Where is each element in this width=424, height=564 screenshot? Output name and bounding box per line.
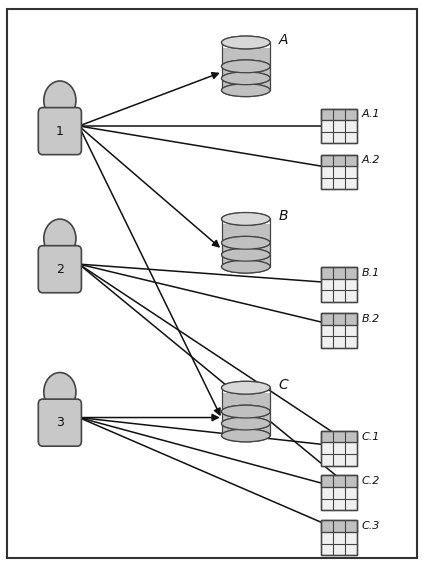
Bar (321, 109, 357, 120)
Bar (321, 109, 357, 143)
Ellipse shape (221, 36, 270, 49)
Ellipse shape (221, 213, 270, 225)
Circle shape (44, 219, 76, 258)
Ellipse shape (221, 260, 270, 273)
Text: A: A (279, 33, 288, 47)
Ellipse shape (221, 72, 270, 85)
Ellipse shape (221, 248, 270, 261)
Bar (221, 255, 270, 267)
Text: B.1: B.1 (362, 268, 380, 278)
Text: B.2: B.2 (362, 314, 380, 324)
Bar (321, 431, 357, 466)
Bar (221, 48, 270, 90)
Ellipse shape (221, 248, 270, 261)
Ellipse shape (221, 213, 270, 225)
Bar (321, 475, 357, 510)
Ellipse shape (221, 84, 270, 96)
FancyBboxPatch shape (38, 399, 81, 446)
Text: A.1: A.1 (362, 109, 380, 120)
Text: B: B (279, 209, 288, 223)
Ellipse shape (221, 60, 270, 73)
Text: C.1: C.1 (362, 431, 380, 442)
Ellipse shape (221, 236, 270, 249)
Ellipse shape (221, 429, 270, 442)
Bar (321, 267, 357, 302)
Bar (221, 67, 270, 78)
Bar (221, 424, 270, 435)
Circle shape (44, 373, 76, 411)
Text: 2: 2 (56, 263, 64, 276)
Ellipse shape (221, 405, 270, 418)
Ellipse shape (221, 260, 270, 273)
Bar (321, 521, 357, 532)
Ellipse shape (221, 60, 270, 73)
Bar (321, 521, 357, 555)
Circle shape (44, 81, 76, 120)
Bar (321, 313, 357, 348)
Text: 1: 1 (56, 125, 64, 138)
Bar (321, 521, 357, 555)
Ellipse shape (221, 236, 270, 249)
Ellipse shape (221, 405, 270, 418)
Ellipse shape (221, 36, 270, 49)
Bar (321, 475, 357, 510)
Text: A.2: A.2 (362, 156, 380, 165)
Bar (321, 109, 357, 143)
Bar (321, 431, 357, 442)
Text: C.3: C.3 (362, 521, 380, 531)
Bar (321, 431, 357, 466)
Text: 3: 3 (56, 416, 64, 429)
Ellipse shape (221, 72, 270, 85)
Bar (221, 78, 270, 90)
Bar (321, 313, 357, 325)
Ellipse shape (221, 429, 270, 442)
Bar (221, 412, 270, 424)
Bar (321, 313, 357, 348)
FancyBboxPatch shape (38, 246, 81, 293)
Bar (321, 155, 357, 166)
Bar (321, 475, 357, 487)
Bar (321, 155, 357, 190)
Ellipse shape (221, 417, 270, 430)
FancyBboxPatch shape (38, 108, 81, 155)
Ellipse shape (221, 381, 270, 394)
Bar (221, 393, 270, 435)
Bar (221, 224, 270, 267)
Bar (321, 155, 357, 190)
Bar (221, 243, 270, 255)
Text: C: C (279, 378, 288, 392)
Ellipse shape (221, 381, 270, 394)
Bar (321, 267, 357, 279)
Ellipse shape (221, 417, 270, 430)
Bar (321, 267, 357, 302)
Text: C.2: C.2 (362, 476, 380, 486)
Ellipse shape (221, 84, 270, 96)
